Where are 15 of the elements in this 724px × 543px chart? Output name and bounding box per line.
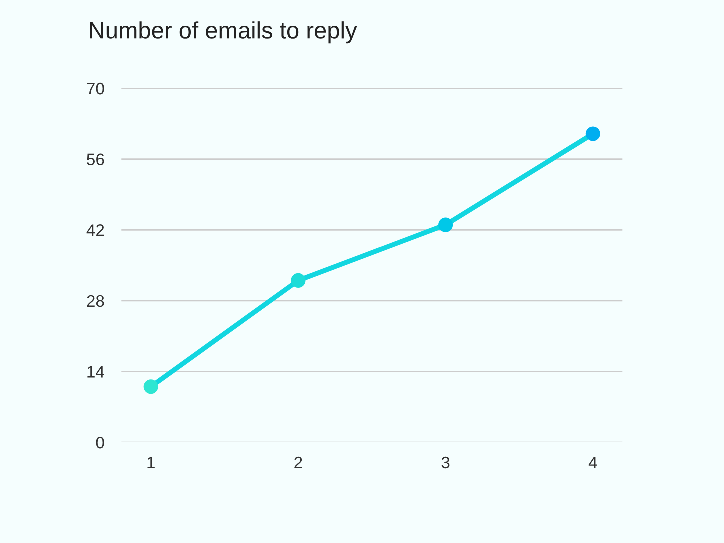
point [291, 273, 306, 288]
y-tick-label: 28 [87, 295, 104, 308]
y-tick-label: 14 [88, 366, 104, 378]
y-tick-label: 42 [86, 224, 104, 236]
point [438, 218, 454, 232]
point [144, 380, 158, 394]
x-tick-label: 4 [588, 457, 598, 469]
point [586, 126, 600, 142]
x-tick-label: 2 [294, 456, 302, 469]
y-tick-label: 0 [96, 436, 104, 449]
x-tick-label: 3 [442, 456, 450, 469]
y-tick-label: 56 [87, 154, 104, 166]
x-tick-label: 1 [148, 457, 155, 469]
chart-title: Number of emails to reply [90, 22, 358, 44]
y-tick-label: 70 [87, 82, 104, 95]
